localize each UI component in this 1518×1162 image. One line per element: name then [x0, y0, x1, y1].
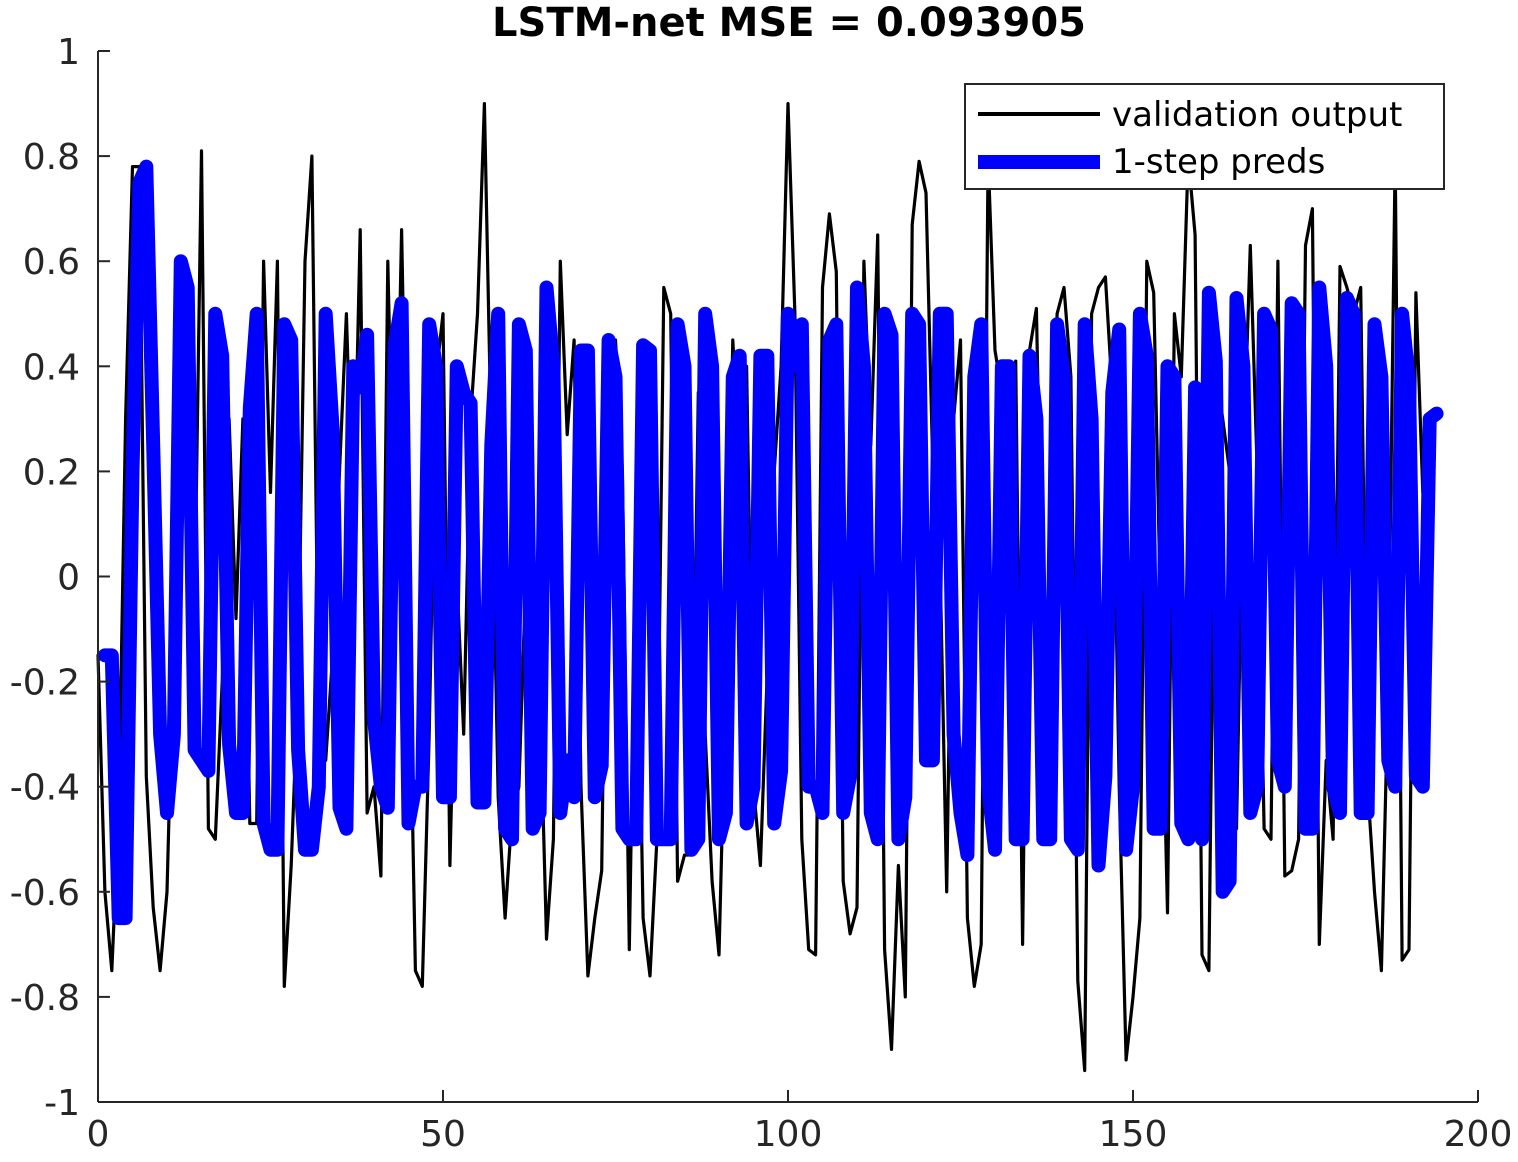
y-tick-label: 0.6 — [23, 242, 80, 283]
chart-title: LSTM-net MSE = 0.093905 — [492, 0, 1086, 46]
x-tick-label: 100 — [754, 1114, 823, 1155]
series-layer — [96, 101, 1444, 1073]
y-tick-label: 0 — [57, 558, 80, 599]
y-tick-label: 0.2 — [23, 452, 80, 493]
x-tick-label: 150 — [1099, 1114, 1168, 1155]
x-tick-label: 200 — [1444, 1114, 1513, 1155]
y-tick-label: -0.8 — [10, 978, 80, 1019]
y-tick-label: -0.6 — [10, 873, 80, 914]
y-tick-label: 0.4 — [23, 347, 80, 388]
series-line-1-step-preds — [97, 159, 1444, 926]
legend-label-validation-output: validation output — [1112, 95, 1402, 135]
y-tick-label: -1 — [44, 1083, 80, 1124]
x-tick-label: 50 — [420, 1114, 466, 1155]
y-tick-label: -0.4 — [10, 768, 80, 809]
y-tick-label: -0.2 — [10, 663, 80, 704]
legend-box — [964, 83, 1445, 190]
legend: validation output 1-step preds — [964, 83, 1445, 190]
axes-layer: 0 50 100 150 200 -1 -0.8 -0.6 -0.4 -0.2 0 0.2 0.4 0.6… — [10, 32, 1513, 1155]
x-tick-label: 0 — [87, 1114, 110, 1155]
y-tick-label: 0.8 — [23, 137, 80, 178]
legend-label-1-step-preds: 1-step preds — [1112, 142, 1325, 182]
y-tick-label: 1 — [57, 32, 80, 73]
